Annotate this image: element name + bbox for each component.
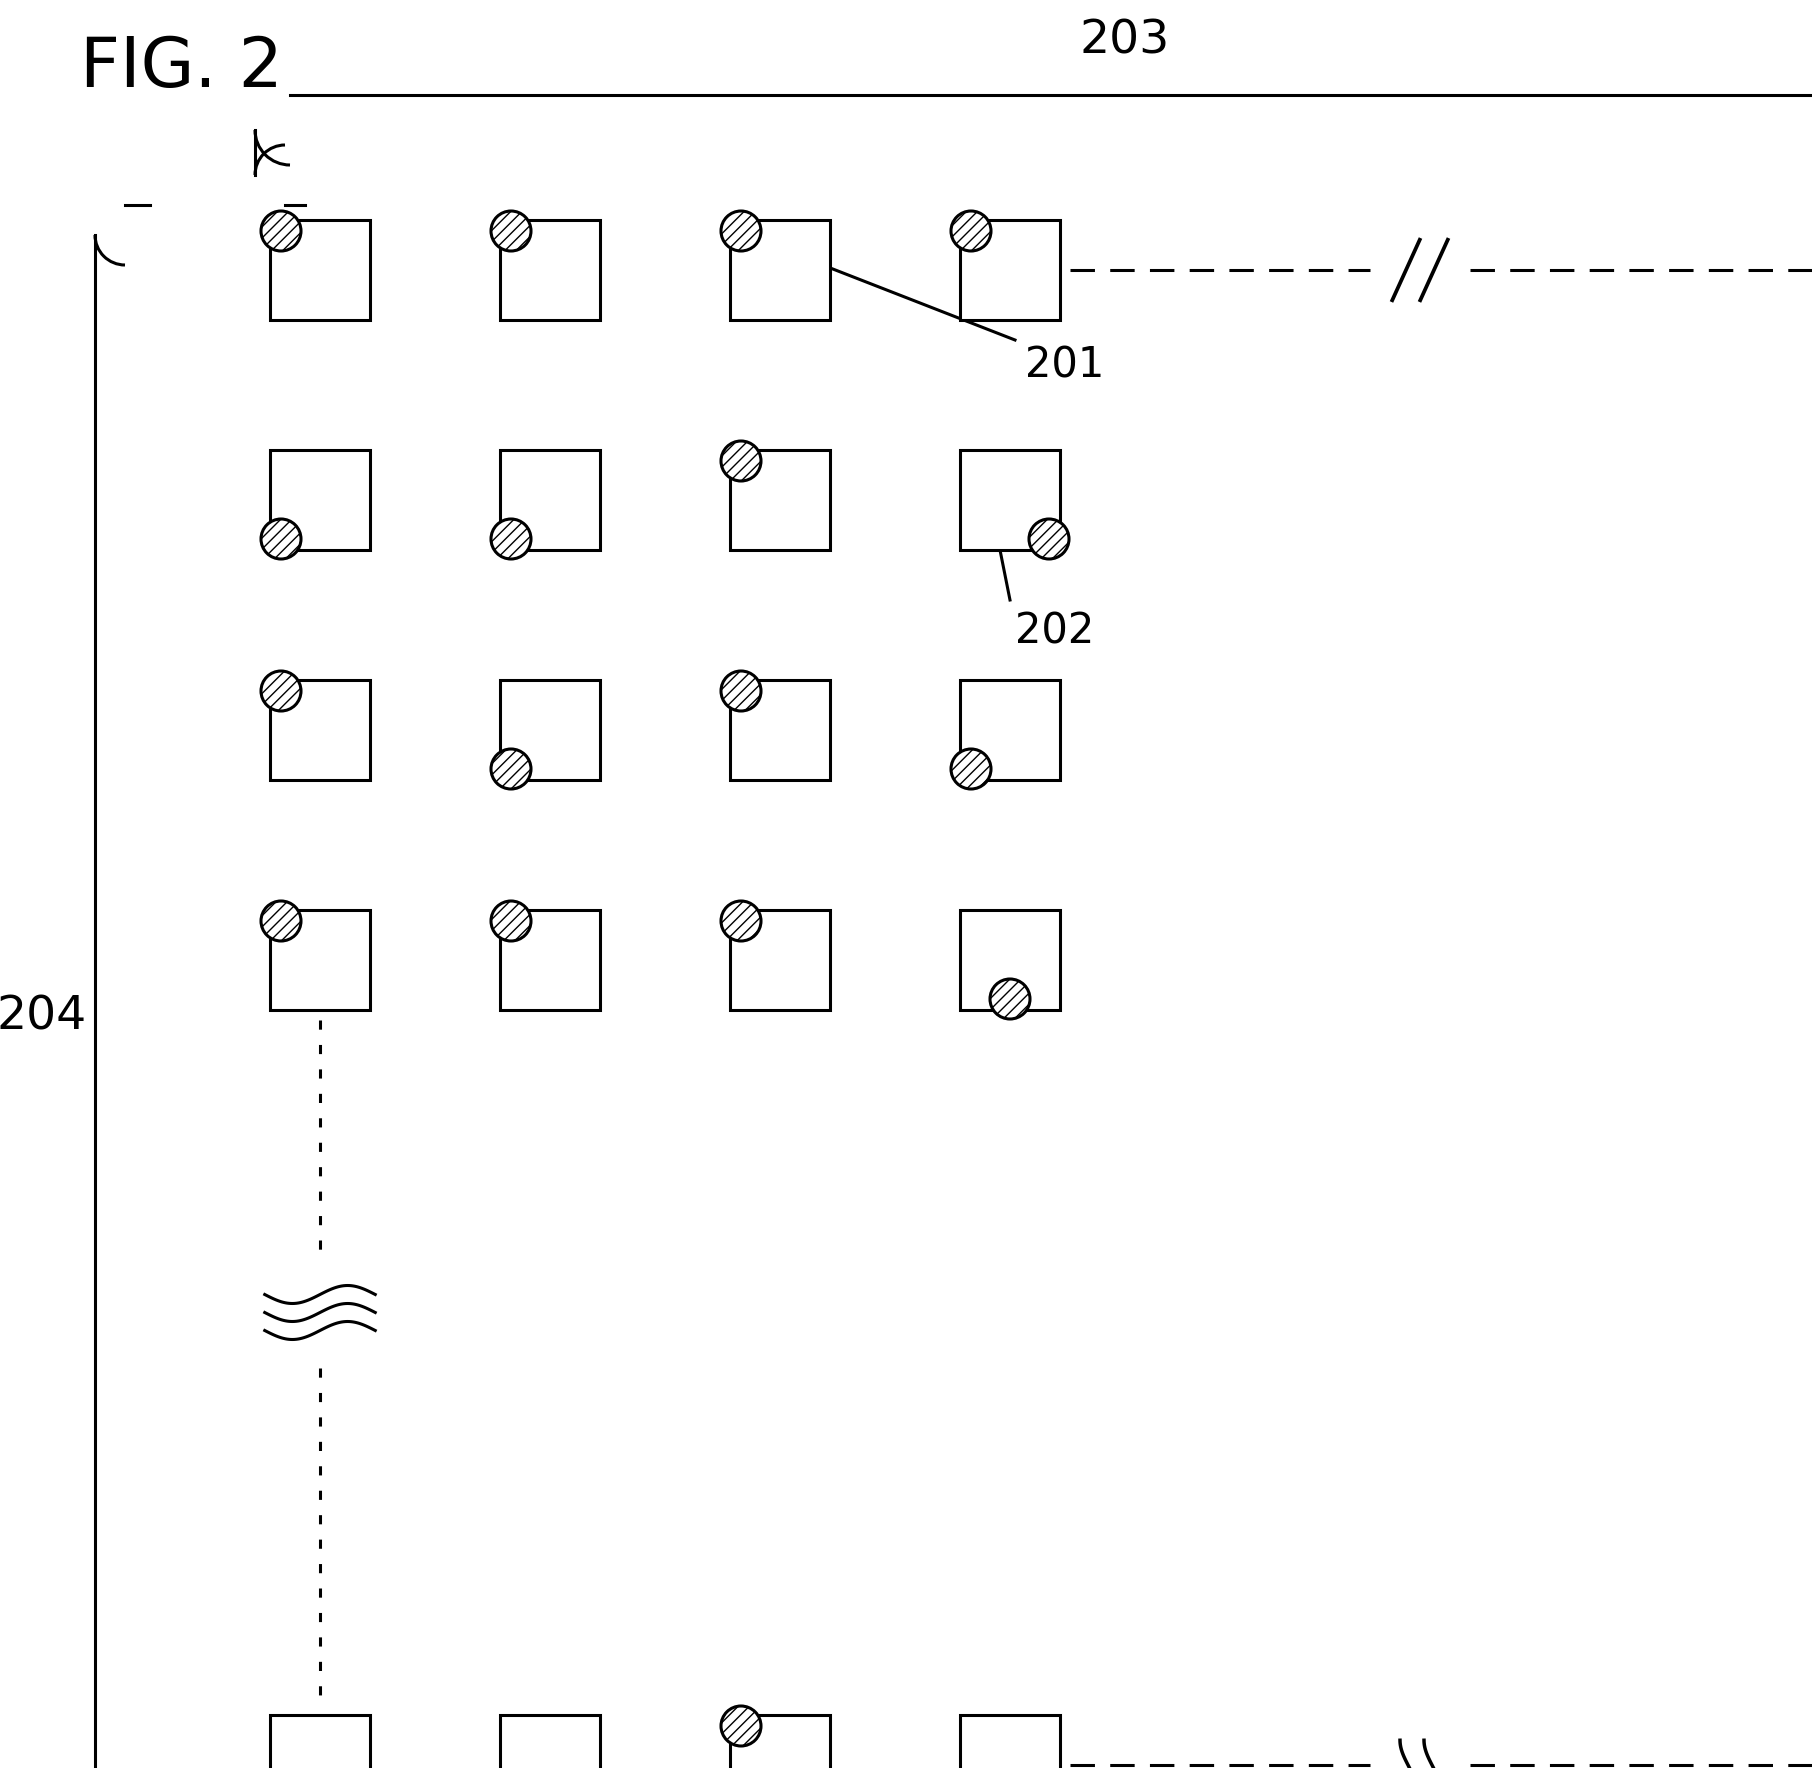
Circle shape — [721, 210, 761, 251]
Circle shape — [721, 1706, 761, 1747]
Text: FIG. 2: FIG. 2 — [80, 35, 283, 101]
Circle shape — [951, 750, 991, 789]
Circle shape — [491, 750, 531, 789]
Text: 202: 202 — [1015, 610, 1094, 652]
Bar — [730, 219, 830, 320]
Circle shape — [1029, 520, 1069, 559]
Bar — [960, 451, 1060, 550]
Bar — [500, 451, 600, 550]
Bar — [960, 911, 1060, 1010]
Bar — [270, 1715, 370, 1768]
Bar — [730, 681, 830, 780]
Bar — [500, 911, 600, 1010]
Bar — [730, 911, 830, 1010]
Bar — [500, 1715, 600, 1768]
Bar — [960, 681, 1060, 780]
Bar — [960, 219, 1060, 320]
Circle shape — [989, 979, 1029, 1018]
Circle shape — [721, 672, 761, 711]
Circle shape — [491, 520, 531, 559]
Circle shape — [261, 902, 301, 941]
Bar — [960, 1715, 1060, 1768]
Bar — [270, 681, 370, 780]
Circle shape — [261, 520, 301, 559]
Bar — [270, 219, 370, 320]
Circle shape — [721, 902, 761, 941]
Circle shape — [261, 672, 301, 711]
Circle shape — [491, 902, 531, 941]
Circle shape — [261, 210, 301, 251]
Circle shape — [721, 440, 761, 481]
Circle shape — [491, 210, 531, 251]
Bar — [500, 219, 600, 320]
Text: 204: 204 — [0, 995, 87, 1040]
Text: 203: 203 — [1080, 18, 1171, 64]
Bar — [730, 451, 830, 550]
Circle shape — [951, 210, 991, 251]
Text: 201: 201 — [1026, 345, 1104, 387]
Bar — [730, 1715, 830, 1768]
Bar — [270, 451, 370, 550]
Bar — [270, 911, 370, 1010]
Bar — [500, 681, 600, 780]
